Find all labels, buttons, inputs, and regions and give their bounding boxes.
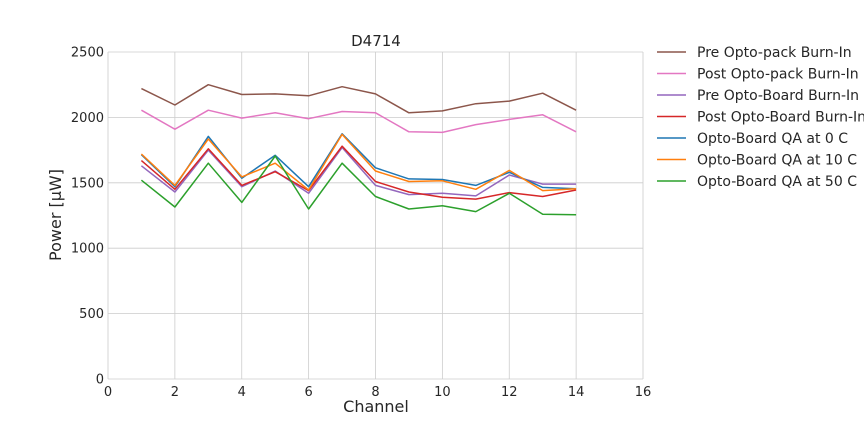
legend-label: Opto-Board QA at 0 C (697, 131, 848, 147)
legend-label: Opto-Board QA at 10 C (697, 153, 857, 169)
x-axis-title: Channel (343, 397, 409, 416)
y-tick-label: 1000 (71, 242, 104, 257)
series-lines (140, 83, 577, 216)
series-line-3 (140, 146, 577, 197)
series-line-2 (141, 109, 577, 134)
y-tick-label: 500 (79, 307, 104, 322)
legend-label: Opto-Board QA at 50 C (697, 174, 857, 190)
legend: Pre Opto-pack Burn-In Post Opto-pack Burn… (657, 45, 864, 190)
chart-title: D4714 (351, 32, 401, 50)
x-tick-label: 10 (434, 385, 451, 400)
x-tick-label: 12 (501, 385, 518, 400)
legend-label: Pre Opto-Board Burn-In (697, 88, 859, 104)
series-line-4 (140, 145, 577, 200)
x-tick-label: 2 (171, 385, 179, 400)
y-axis-ticks: 0 500 1000 1500 2000 2500 (71, 46, 104, 388)
y-axis-title: Power [µW] (46, 169, 65, 261)
series-line-1 (141, 83, 577, 114)
x-axis-ticks: 0 2 4 6 8 10 12 14 16 (104, 385, 651, 400)
y-tick-label: 2000 (71, 111, 104, 126)
y-tick-label: 2500 (71, 46, 104, 61)
x-tick-label: 8 (371, 385, 379, 400)
x-tick-label: 14 (568, 385, 585, 400)
series-line-6 (140, 133, 577, 192)
legend-label: Pre Opto-pack Burn-In (697, 45, 852, 61)
grid (107, 51, 644, 380)
legend-label: Post Opto-Board Burn-In (697, 110, 864, 126)
x-tick-label: 0 (104, 385, 112, 400)
x-tick-label: 6 (304, 385, 312, 400)
series-line-7 (140, 155, 577, 216)
y-tick-label: 0 (96, 373, 104, 388)
x-tick-label: 16 (635, 385, 652, 400)
legend-label: Post Opto-pack Burn-In (697, 67, 859, 83)
y-tick-label: 1500 (71, 176, 104, 191)
series-line-5 (140, 133, 577, 190)
x-tick-label: 4 (238, 385, 246, 400)
